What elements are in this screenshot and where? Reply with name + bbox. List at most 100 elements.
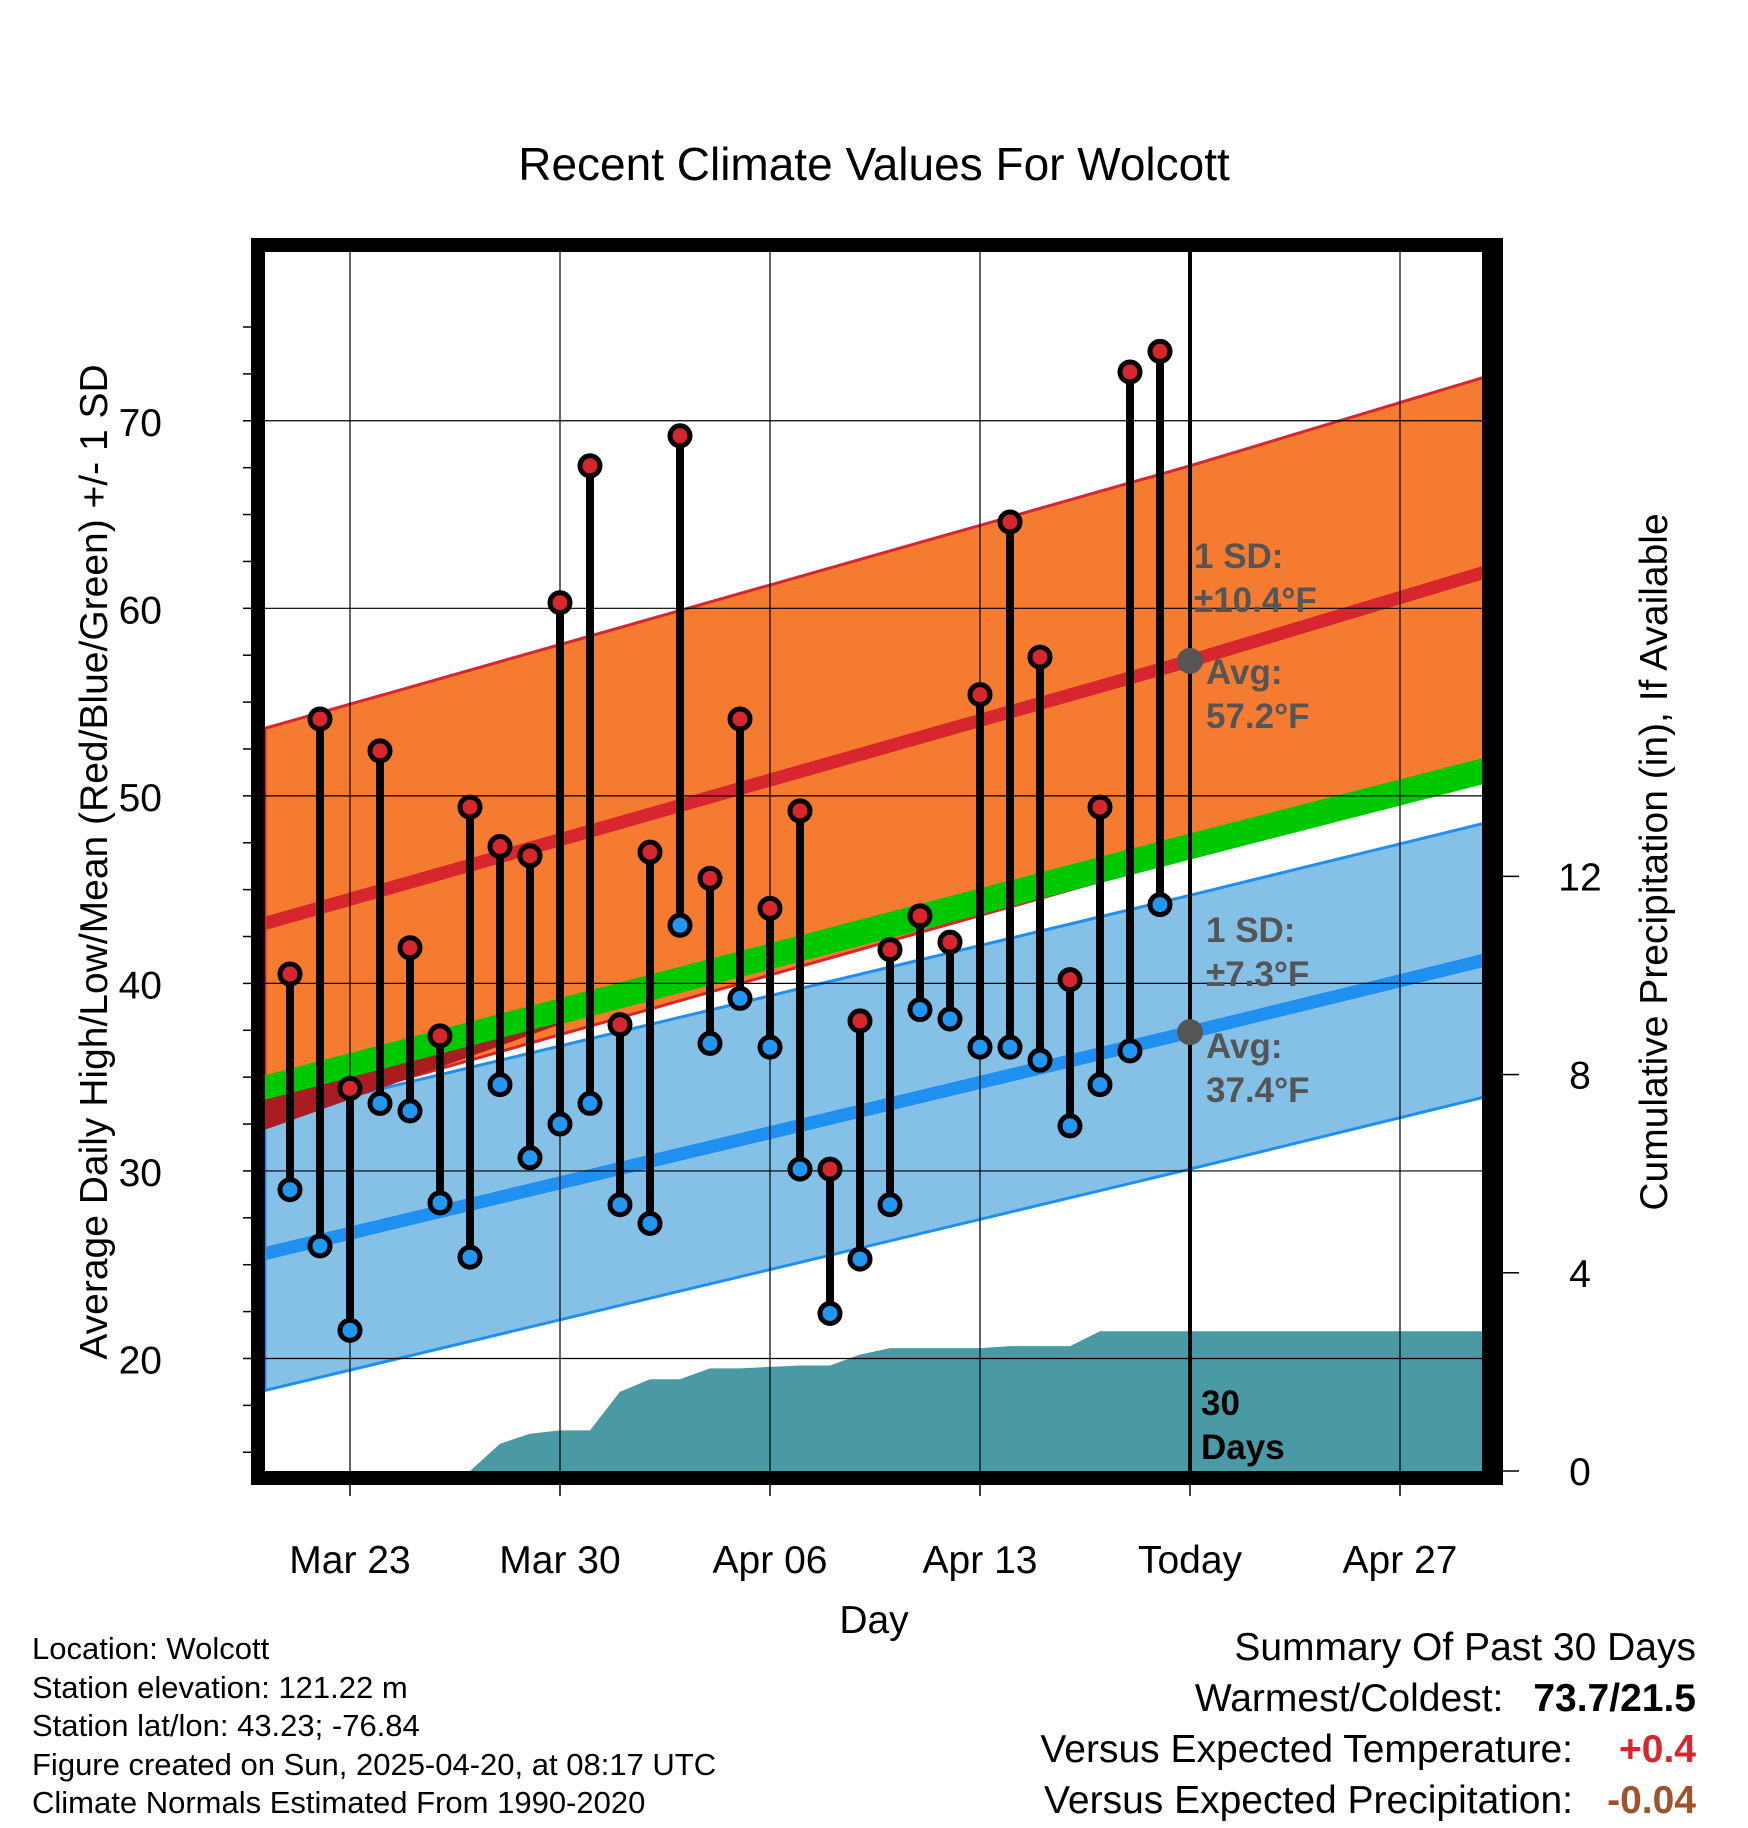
window-label-number: 30	[1201, 1384, 1240, 1423]
daily-high-point	[757, 895, 783, 921]
high-avg-marker	[1177, 647, 1203, 674]
daily-low-point	[397, 1098, 423, 1124]
low-avg-marker	[1177, 1019, 1203, 1046]
warmest-label: Warmest/Coldest:	[1194, 1677, 1504, 1720]
daily-low-point	[757, 1034, 783, 1060]
annotations: 1 SD: ±10.4°F Avg: 57.2°F 1 SD: ±7.3°F Avg: 37.…	[1194, 537, 1317, 1467]
daily-low-point	[427, 1190, 453, 1216]
daily-high-point	[967, 682, 993, 708]
y2-tick-label: 4	[1569, 1253, 1591, 1296]
daily-high-point	[1117, 359, 1143, 385]
y2-tick-label: 0	[1569, 1451, 1591, 1494]
latlon-text: Station lat/lon: 43.23; -76.84	[32, 1708, 420, 1743]
temp-value: +0.4	[1619, 1728, 1696, 1771]
daily-low-point	[667, 912, 693, 938]
daily-low-point	[277, 1177, 303, 1203]
daily-low-point	[907, 997, 933, 1023]
y2-tick-label: 12	[1558, 856, 1601, 899]
daily-low-point	[1087, 1072, 1113, 1098]
y2-axis-label: Cumulative Precipitation (in), If Availa…	[1633, 513, 1676, 1210]
daily-high-point	[997, 509, 1023, 535]
daily-high-point	[1087, 794, 1113, 820]
daily-high-point	[517, 843, 543, 869]
daily-high-point	[367, 738, 393, 764]
daily-low-point	[697, 1030, 723, 1056]
summary-warmest-row: Warmest/Coldest: 73.7/21.5	[1040, 1673, 1696, 1724]
summary-temp-row: Versus Expected Temperature: +0.4	[1040, 1724, 1696, 1775]
y-axis-label: Average Daily High/Low/Mean (Red/Blue/Gr…	[73, 364, 116, 1359]
y-tick-label: 30	[119, 1152, 162, 1195]
daily-low-point	[637, 1210, 663, 1236]
summary-panel: Summary Of Past 30 Days Warmest/Coldest:…	[1040, 1622, 1696, 1826]
right-frame-bar	[1482, 245, 1496, 1478]
created-text: Figure created on Sun, 2025-04-20, at 08…	[32, 1746, 717, 1782]
daily-low-point	[457, 1244, 483, 1270]
precip-value: -0.04	[1607, 1779, 1696, 1822]
daily-high-point	[877, 937, 903, 963]
daily-high-point	[577, 453, 603, 479]
daily-low-point	[967, 1034, 993, 1060]
normals-text: Climate Normals Estimated From 1990-2020	[32, 1785, 646, 1820]
daily-low-point	[307, 1233, 333, 1259]
daily-low-point	[517, 1145, 543, 1171]
station-info: Location: Wolcott Station elevation: 121…	[32, 1630, 716, 1823]
x-tick-label: Mar 30	[499, 1539, 620, 1582]
y-tick-label: 20	[119, 1339, 162, 1382]
daily-low-point	[727, 985, 753, 1011]
daily-low-point	[817, 1300, 843, 1326]
daily-high-point	[1057, 967, 1083, 993]
daily-low-point	[847, 1246, 873, 1272]
high-sd-value: ±10.4°F	[1194, 581, 1317, 620]
elevation-text: Station elevation: 121.22 m	[32, 1669, 408, 1705]
mean-band	[265, 756, 1489, 1102]
daily-low-point	[487, 1072, 513, 1098]
daily-high-point	[487, 833, 513, 859]
daily-high-point	[337, 1075, 363, 1101]
y-tick-label: 60	[119, 589, 162, 632]
daily-high-point	[457, 794, 483, 820]
temp-label: Versus Expected Temperature:	[1040, 1728, 1573, 1771]
daily-high-point	[607, 1012, 633, 1038]
daily-high-point	[937, 929, 963, 955]
daily-high-point	[277, 961, 303, 987]
precip-area	[440, 1331, 1489, 1471]
y2-tick-label: 8	[1569, 1055, 1591, 1098]
data-marks	[277, 252, 1203, 1471]
low-avg-label: Avg:	[1206, 1027, 1282, 1066]
x-tick-label: Apr 13	[923, 1539, 1038, 1582]
daily-high-point	[1147, 338, 1173, 364]
daily-low-point	[367, 1090, 393, 1116]
daily-low-point	[1147, 892, 1173, 918]
precip-label: Versus Expected Precipitation:	[1044, 1779, 1573, 1822]
low-sd-value: ±7.3°F	[1206, 955, 1309, 994]
daily-low-point	[877, 1192, 903, 1218]
daily-high-point	[847, 1008, 873, 1034]
x-axis-label: Day	[839, 1599, 909, 1642]
x-tick-label: Apr 06	[713, 1539, 828, 1582]
warmest-value: 73.7/21.5	[1533, 1677, 1696, 1720]
daily-high-point	[667, 423, 693, 449]
low-sd-label: 1 SD:	[1206, 911, 1295, 950]
daily-low-point	[1117, 1038, 1143, 1064]
daily-low-point	[937, 1006, 963, 1032]
daily-low-point	[607, 1192, 633, 1218]
plot-area	[265, 252, 1489, 1471]
daily-high-point	[727, 706, 753, 732]
daily-low-point	[547, 1111, 573, 1137]
location-text: Location: Wolcott	[32, 1631, 270, 1666]
high-avg-label: Avg:	[1206, 653, 1282, 692]
daily-high-point	[547, 590, 573, 616]
daily-low-point	[577, 1090, 603, 1116]
daily-high-point	[1027, 644, 1053, 670]
summary-heading: Summary Of Past 30 Days	[1234, 1626, 1696, 1669]
high-sd-label: 1 SD:	[1194, 537, 1283, 576]
daily-low-point	[1057, 1113, 1083, 1139]
daily-low-point	[1027, 1047, 1053, 1073]
daily-high-point	[697, 865, 723, 891]
x-tick-label: Mar 23	[289, 1539, 410, 1582]
summary-precip-row: Versus Expected Precipitation: -0.04	[1040, 1775, 1696, 1826]
daily-low-point	[787, 1156, 813, 1182]
daily-high-point	[637, 839, 663, 865]
daily-high-point	[907, 903, 933, 929]
